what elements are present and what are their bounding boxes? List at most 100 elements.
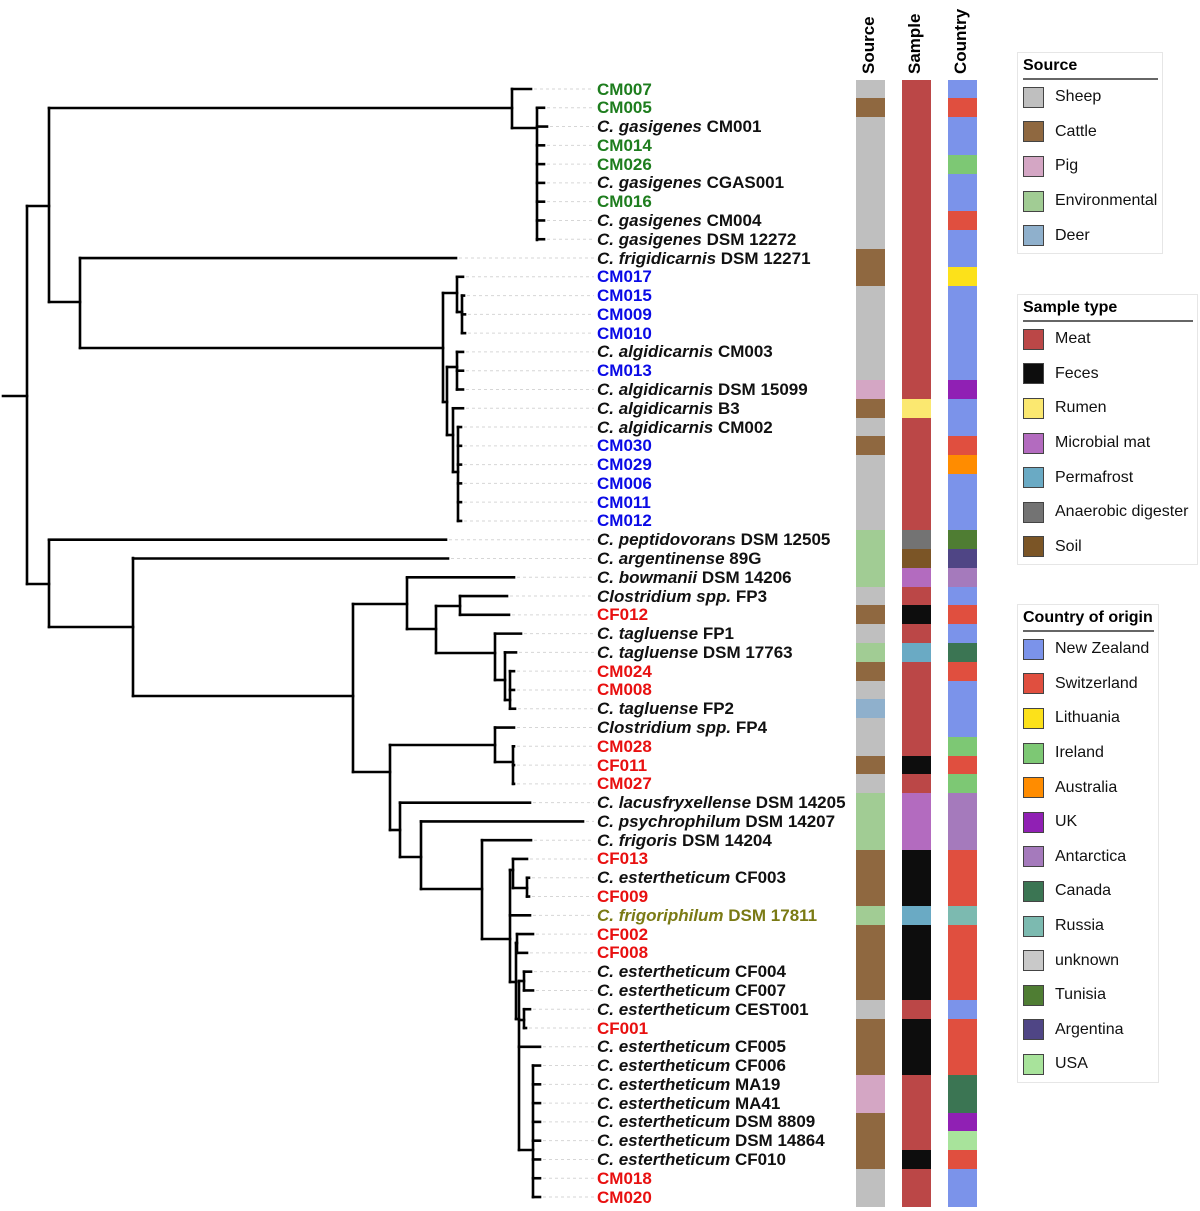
country-cell [948,1037,977,1057]
strain-name: CM002 [717,417,773,437]
legend-item: Tunisia [1018,978,1158,1013]
source-cell [856,267,885,287]
tip-label: CM026 [597,155,652,174]
strain-name: CF013 [597,849,649,869]
tip-label: CM012 [597,511,652,530]
column-header-country: Country [951,8,970,74]
tip-label: C. estertheticum CF007 [597,981,786,1000]
tip-label: CM028 [597,737,652,756]
strain-name: DSM 8809 [734,1112,816,1132]
source-cell [856,79,885,99]
species-name: C. tagluense [597,699,699,719]
source-cell [856,1093,885,1114]
sample-cell [902,755,931,776]
strain-name: CM018 [597,1168,652,1188]
tip-label: C. algidicarnis DSM 15099 [597,380,808,399]
strain-name: CM030 [597,436,652,456]
country-cell [948,342,977,362]
tip-label: C. estertheticum CF003 [597,868,786,887]
source-cell [856,1074,885,1095]
strain-name: CF009 [597,887,649,907]
source-cell [856,154,885,175]
tip-label: C. estertheticum DSM 14864 [597,1131,825,1150]
legend-item: USA [1018,1047,1158,1082]
source-cell [856,924,885,945]
sample-cell [902,736,931,757]
species-name: C. gasigenes [597,210,702,230]
sample-cell [902,1074,931,1095]
tip-label: C. estertheticum CEST001 [597,1000,809,1019]
strain-name: CEST001 [734,999,809,1019]
legend-swatch [1023,811,1044,833]
sample-cell [902,868,931,888]
source-cell [856,1150,885,1170]
tip-label: CM024 [597,662,652,681]
sample-cell [902,924,931,945]
strain-name: CF004 [734,962,786,982]
species-name: C. frigidicarnis [597,248,717,268]
strain-name: CF005 [734,1037,786,1057]
source-cell [856,962,885,982]
species-name: C. tagluense [597,642,699,662]
sample-cell [902,718,931,738]
legend-label: Microbial mat [1055,434,1151,452]
species-name: C. estertheticum [597,999,731,1019]
legend-item: Permafrost [1018,460,1197,495]
legend-item: Soil [1018,530,1197,565]
country-cell [948,793,977,813]
tip-label: CM020 [597,1188,652,1207]
strain-name: DSM 15099 [717,379,808,399]
tip-label: Clostridium spp. FP4 [597,718,767,737]
legend-item: Environmental [1018,184,1162,219]
country-cell [948,624,977,644]
strain-name: DSM 17763 [702,642,793,662]
country-cell [948,1112,977,1132]
sample-cell [902,79,931,99]
tip-label: CM008 [597,680,652,699]
legend-label: Cattle [1055,122,1097,140]
species-name: C. lacusfryxellense [597,793,752,813]
strain-name: CM006 [597,473,652,493]
source-cell [856,586,885,607]
legend-label: Soil [1055,537,1082,555]
legend-item: Switzerland [1018,667,1158,702]
sample-cell [902,398,931,419]
source-cell [856,887,885,907]
source-cell [856,830,885,851]
strain-name: FP3 [735,586,768,606]
country-cell [948,361,977,381]
source-cell [856,380,885,400]
country-cell [948,417,977,438]
source-cell [856,643,885,663]
legend-item: UK [1018,805,1158,840]
strain-name: CM028 [597,736,652,756]
sample-cell [902,774,931,794]
source-cell [856,1112,885,1132]
source-cell [856,473,885,494]
strain-name: CM001 [706,117,762,137]
legend-item: Lithuania [1018,701,1158,736]
sample-cell [902,173,931,193]
legend-label: Ireland [1055,744,1104,762]
source-cell [856,530,885,550]
legend-label: Sheep [1055,88,1102,106]
legend-label: New Zealand [1055,640,1150,658]
country-cell [948,211,977,231]
legend-swatch [1023,501,1044,523]
country-cell [948,1056,977,1076]
country-cell [948,135,977,156]
sample-cell [902,549,931,569]
legend-label: Canada [1055,882,1112,900]
source-cell [856,1168,885,1189]
strain-name: CM013 [597,361,652,381]
country-cell [948,380,977,400]
species-name: C. algidicarnis [597,379,714,399]
sample-cell [902,1187,931,1207]
sample-cell [902,1168,931,1189]
sample-cell [902,1093,931,1114]
legend-swatch [1023,190,1044,212]
country-cell [948,530,977,550]
legend-swatch [1023,397,1044,419]
country-cell [948,117,977,137]
